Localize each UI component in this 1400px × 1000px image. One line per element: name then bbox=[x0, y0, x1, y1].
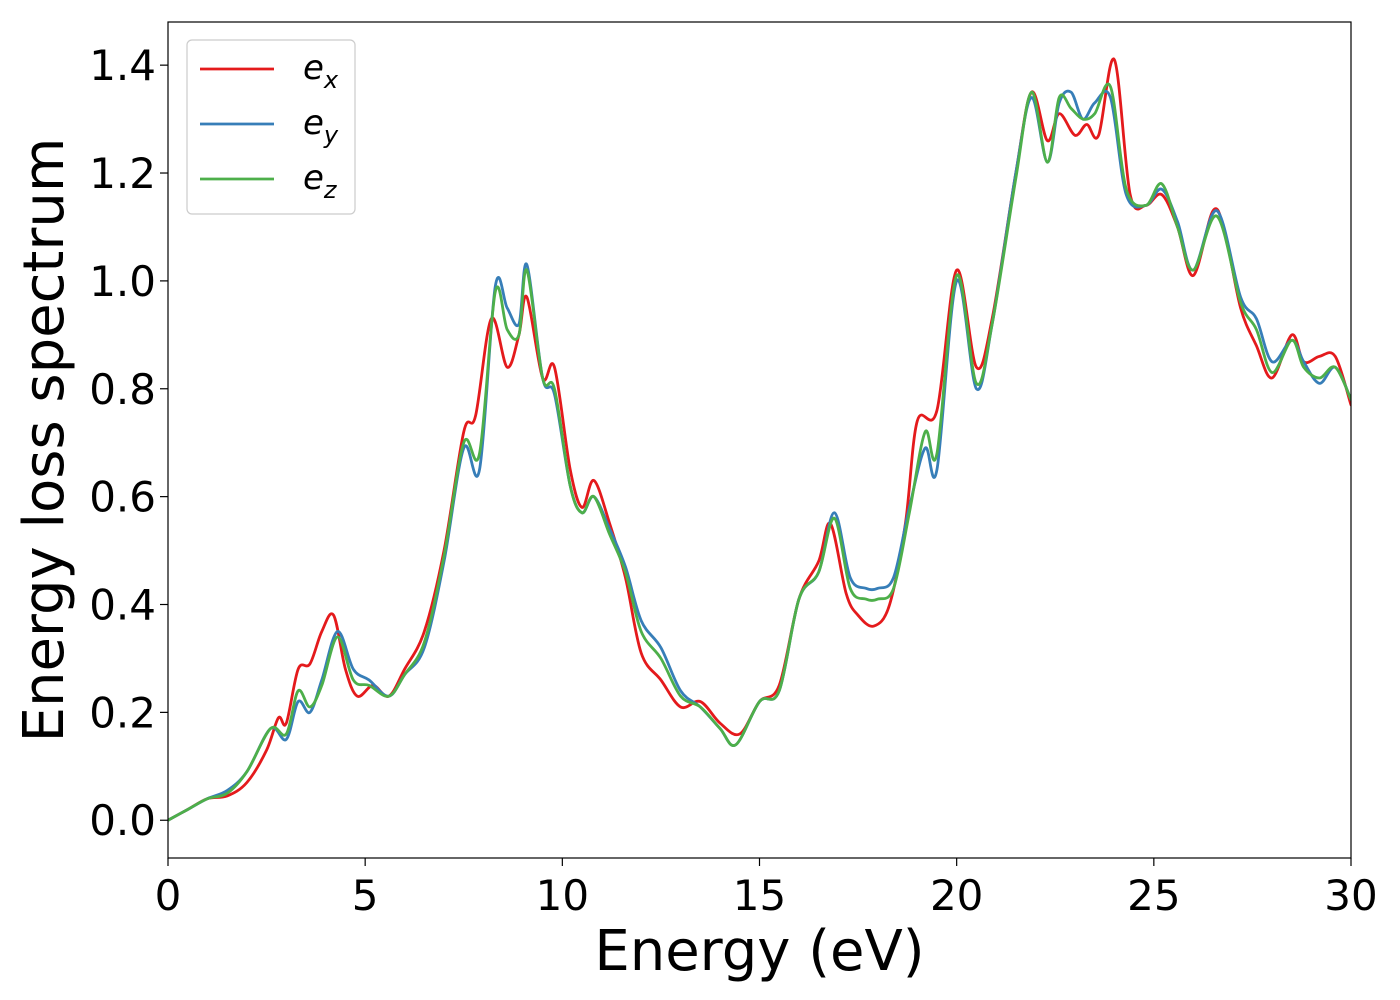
x-tick-label: 10 bbox=[536, 871, 589, 920]
legend-label-e-y: ey bbox=[303, 103, 339, 149]
y-tick-label: 0.4 bbox=[89, 581, 156, 630]
x-tick-label: 0 bbox=[155, 871, 182, 920]
x-tick-label: 15 bbox=[733, 871, 786, 920]
y-tick-label: 1.2 bbox=[89, 149, 156, 198]
y-axis-ticks: 0.0 0.2 0.4 0.6 0.8 1.0 1.2 1.4 bbox=[89, 41, 168, 845]
y-axis-label: Energy loss spectrum bbox=[12, 138, 77, 743]
y-tick-label: 0.2 bbox=[89, 688, 156, 737]
x-axis-label: Energy (eV) bbox=[594, 919, 924, 984]
y-tick-label: 0.8 bbox=[89, 365, 156, 414]
series-layer bbox=[168, 57, 1351, 822]
x-tick-label: 25 bbox=[1127, 871, 1180, 920]
y-tick-label: 1.4 bbox=[89, 41, 156, 90]
x-axis-ticks: 0 5 10 15 20 25 30 bbox=[155, 858, 1378, 920]
legend-box bbox=[186, 39, 356, 215]
plot-area bbox=[168, 22, 1351, 858]
series-line-e-z bbox=[168, 82, 1351, 822]
y-tick-label: 1.0 bbox=[89, 257, 156, 306]
x-tick-label: 5 bbox=[352, 871, 379, 920]
x-tick-label: 20 bbox=[930, 871, 983, 920]
y-tick-label: 0.6 bbox=[89, 473, 156, 522]
y-tick-label: 0.0 bbox=[89, 796, 156, 845]
x-tick-label: 30 bbox=[1324, 871, 1377, 920]
